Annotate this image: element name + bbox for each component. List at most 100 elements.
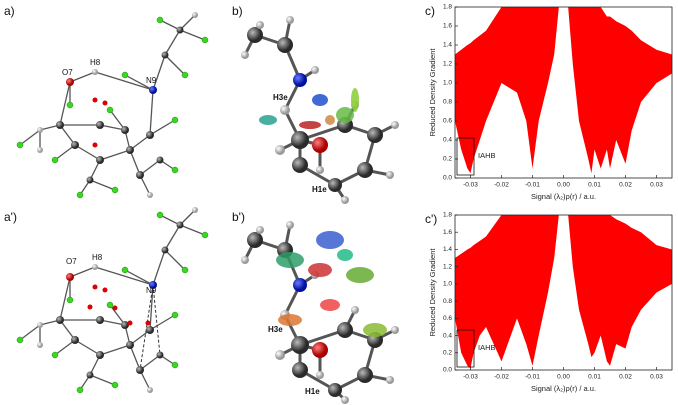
isosurface xyxy=(346,267,374,283)
atom xyxy=(126,341,134,349)
x-tick-label: -0.03 xyxy=(463,374,478,381)
bond xyxy=(164,224,181,251)
bond xyxy=(152,54,166,91)
atom xyxy=(176,221,184,229)
x-tick-label: 0.02 xyxy=(619,182,632,189)
atom xyxy=(386,376,394,384)
chart: 0.0 0.2 0.4 0.6 0.8 1.0 1.2 1.4 1.6 1.8 -0.03 -0.02… xyxy=(425,212,673,393)
bond xyxy=(94,266,154,286)
bond xyxy=(19,324,41,341)
annotation-box xyxy=(456,137,475,176)
x-tick-label: -0.02 xyxy=(494,182,509,189)
x-tick-label: -0.03 xyxy=(463,182,478,189)
atom xyxy=(66,78,74,86)
atom xyxy=(367,127,383,143)
y-tick-label: 0.6 xyxy=(443,118,452,125)
atom xyxy=(16,336,24,344)
bond xyxy=(179,29,206,41)
x-axis-label: Signal (λ₂)ρ(r) / a.u. xyxy=(531,384,596,393)
molecules xyxy=(16,12,399,404)
atom xyxy=(126,146,134,154)
bond xyxy=(99,319,126,326)
atom xyxy=(311,66,319,74)
bond xyxy=(74,144,101,161)
bond xyxy=(149,314,176,331)
y-tick-label: 1.4 xyxy=(443,42,452,49)
y-tick-label: 0.8 xyxy=(443,99,452,106)
atom xyxy=(357,162,373,178)
atom xyxy=(86,176,94,184)
point-cloud xyxy=(455,7,559,174)
annotation: IAHB xyxy=(478,343,496,352)
atom xyxy=(280,105,290,115)
atom xyxy=(66,101,74,109)
atom xyxy=(181,71,189,79)
x-axis-label: Signal (λ₂)ρ(r) / a.u. xyxy=(531,192,596,201)
atom-label: H1e xyxy=(312,185,327,194)
point-cloud xyxy=(568,7,672,174)
atom xyxy=(96,121,104,129)
bond xyxy=(149,284,154,331)
atom xyxy=(292,157,308,173)
critical-point xyxy=(87,304,93,310)
y-tick-label: 0.8 xyxy=(443,298,452,305)
atom xyxy=(111,381,119,389)
x-tick-label: -0.01 xyxy=(525,182,540,189)
atom xyxy=(37,322,43,328)
y-axis-label: Reduced Density Gradient xyxy=(428,48,437,137)
y-tick-label: 1.2 xyxy=(443,263,452,270)
y-tick-label: 0.4 xyxy=(443,137,452,144)
bond xyxy=(164,54,186,76)
critical-point xyxy=(92,284,98,290)
x-tick-label: 0.00 xyxy=(557,182,570,189)
y-tick-label: 1.8 xyxy=(443,4,452,11)
atom xyxy=(328,178,342,192)
x-tick-label: 0.02 xyxy=(619,374,632,381)
bond xyxy=(124,269,154,286)
y-tick-label: 1.4 xyxy=(443,246,452,253)
y-tick-label: 0.0 xyxy=(443,367,452,374)
atom xyxy=(96,156,104,164)
y-tick-label: 1.0 xyxy=(443,281,452,288)
isosurface xyxy=(312,94,328,106)
y-tick-label: 1.0 xyxy=(443,80,452,87)
atom xyxy=(241,51,249,59)
atom xyxy=(66,273,74,281)
y-tick-label: 0.2 xyxy=(443,349,452,356)
atom xyxy=(92,264,98,270)
atom-label: H8 xyxy=(92,253,103,262)
panel-label: b') xyxy=(232,210,245,224)
atom xyxy=(96,351,104,359)
bond xyxy=(164,29,181,56)
bond xyxy=(109,304,126,326)
atom xyxy=(156,351,164,359)
atom xyxy=(37,342,43,348)
atom xyxy=(316,371,324,379)
critical-point xyxy=(92,97,98,103)
atom xyxy=(121,266,129,274)
x-tick-label: 0.01 xyxy=(588,374,601,381)
isosurface xyxy=(259,115,277,125)
x-tick-label: -0.02 xyxy=(494,374,509,381)
atom-label: O7 xyxy=(62,68,73,77)
y-tick-label: 1.8 xyxy=(443,212,452,219)
atom xyxy=(146,326,154,334)
atom xyxy=(51,351,59,359)
x-tick-label: 0.01 xyxy=(588,182,601,189)
bond xyxy=(59,81,71,126)
atom xyxy=(66,296,74,304)
atom xyxy=(286,16,294,24)
atom xyxy=(147,192,153,198)
atom xyxy=(71,141,79,149)
bond xyxy=(99,149,131,161)
isosurface xyxy=(308,263,332,277)
critical-point xyxy=(112,305,118,311)
atom xyxy=(146,131,154,139)
bond xyxy=(152,249,166,286)
isosurface xyxy=(299,121,321,129)
panel-label: c') xyxy=(425,212,437,226)
bond xyxy=(59,276,71,321)
atom xyxy=(171,361,179,369)
h-bond xyxy=(152,284,161,356)
bond xyxy=(139,159,161,176)
